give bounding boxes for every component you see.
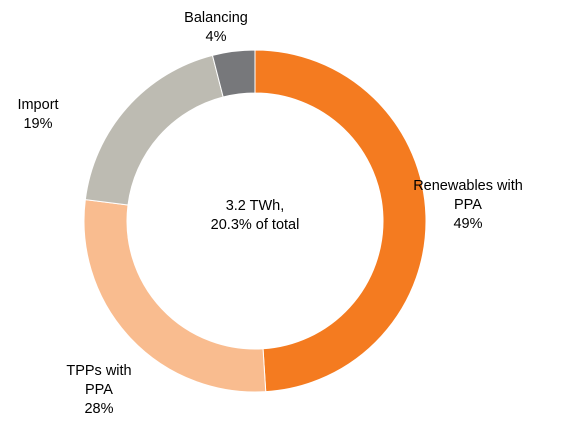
segment-label: Balancing 4% [176,9,256,47]
segment-label: Renewables with PPA 49% [411,177,526,234]
donut-segment [211,49,256,98]
center-label: 20.3% of total [211,217,300,233]
category-label: Renewables with PPA [413,178,523,213]
value-label: 4% [205,29,227,45]
donut-segment [84,54,224,206]
segment-label: Import 19% [3,96,73,134]
donut-segment [254,49,427,393]
category-label: Balancing [184,10,248,26]
value-label: 49% [453,216,483,232]
value-label: 19% [23,116,53,132]
segment-label: TPPs with PPA 28% [62,362,137,419]
category-label: Import [17,97,59,113]
value-label: 28% [84,401,114,417]
category-label: TPPs with PPA [66,363,132,398]
center-label: 3.2 TWh, [226,198,285,214]
